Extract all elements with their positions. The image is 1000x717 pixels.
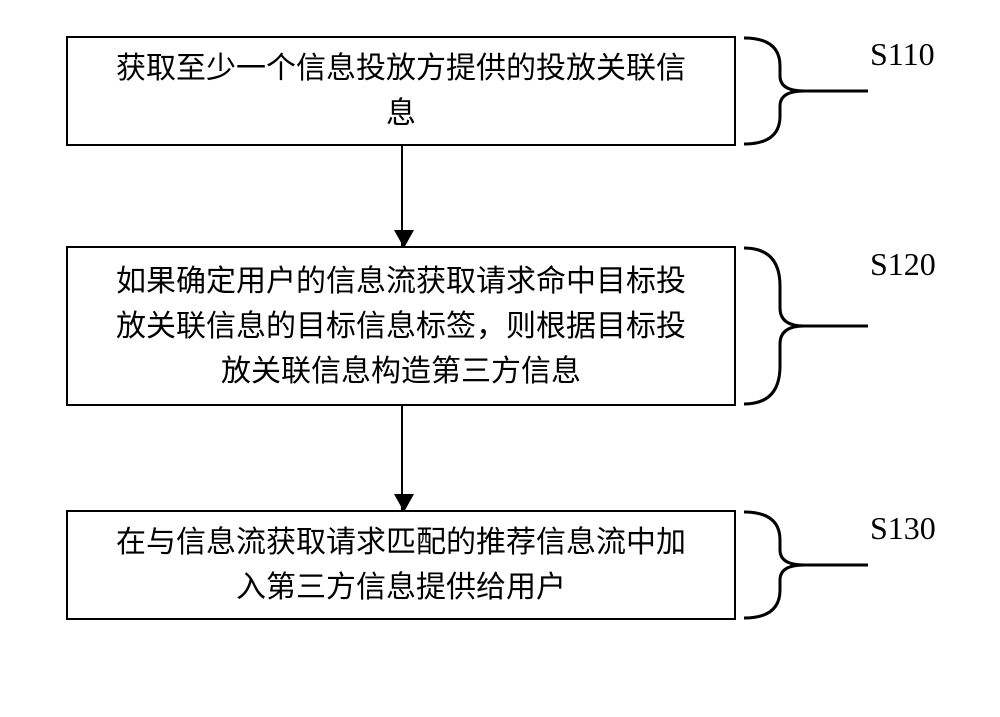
flowchart-canvas: 获取至少一个信息投放方提供的投放关联信 息 S110 如果确定用户的信息流获取请…	[0, 0, 1000, 717]
node-text-line: 获取至少一个信息投放方提供的投放关联信	[116, 46, 686, 91]
brace-s110	[740, 36, 870, 146]
flow-node-s130: 在与信息流获取请求匹配的推荐信息流中加 入第三方信息提供给用户	[66, 510, 736, 620]
flow-arrow	[401, 406, 403, 510]
brace-s130	[740, 510, 870, 620]
flow-node-s120: 如果确定用户的信息流获取请求命中目标投 放关联信息的目标信息标签，则根据目标投 …	[66, 246, 736, 406]
node-text-line: 放关联信息构造第三方信息	[116, 349, 686, 394]
node-text-line: 在与信息流获取请求匹配的推荐信息流中加	[116, 520, 686, 565]
node-text-line: 入第三方信息提供给用户	[116, 565, 686, 610]
brace-s120	[740, 246, 870, 406]
node-text-line: 放关联信息的目标信息标签，则根据目标投	[116, 304, 686, 349]
node-text-line: 如果确定用户的信息流获取请求命中目标投	[116, 259, 686, 304]
node-text-line: 息	[116, 91, 686, 136]
flow-arrow	[401, 146, 403, 246]
step-label-s130: S130	[870, 510, 936, 547]
step-label-s110: S110	[870, 36, 935, 73]
step-label-s120: S120	[870, 246, 936, 283]
flow-node-s110: 获取至少一个信息投放方提供的投放关联信 息	[66, 36, 736, 146]
